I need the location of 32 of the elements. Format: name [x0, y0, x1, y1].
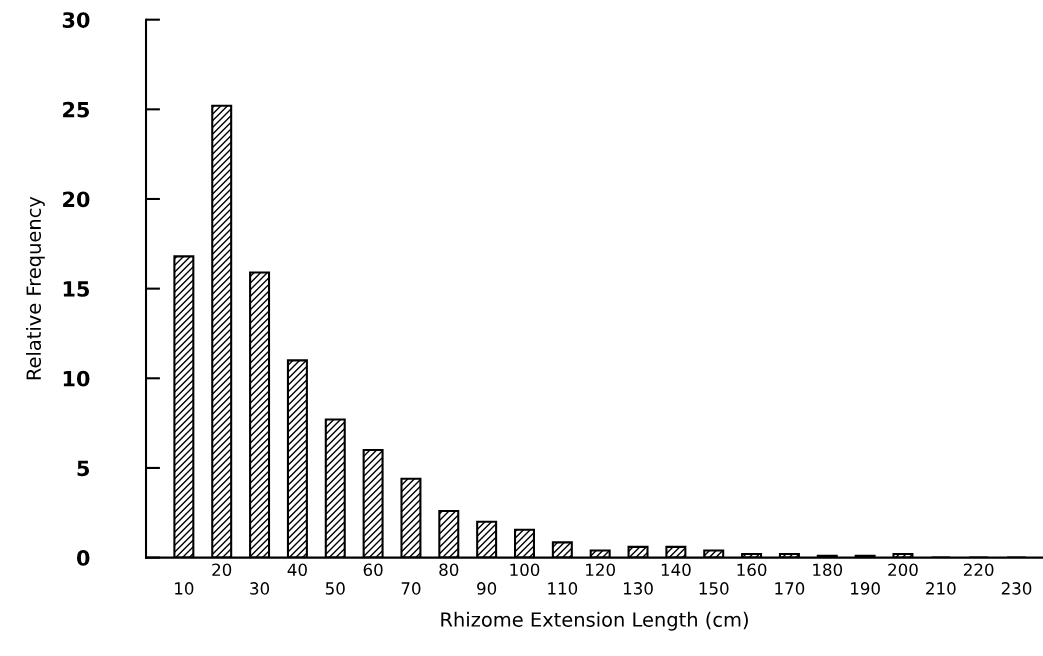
x-tick-label: 230	[1001, 582, 1032, 595]
x-tick-label: 20	[212, 563, 232, 577]
y-tick-label: 15	[63, 281, 90, 297]
x-tick-label: 180	[813, 563, 843, 577]
x-tick-label: 210	[926, 582, 956, 595]
x-axis-title: Rhizome Extension Length (cm)	[441, 611, 748, 631]
x-tick-label: 90	[477, 582, 497, 595]
x-tick-label: 190	[851, 582, 880, 595]
x-tick-label: 140	[661, 563, 691, 577]
x-tick-label: 30	[250, 582, 270, 595]
x-tick-label: 130	[623, 582, 653, 595]
y-axis-title: Relative Frequency	[25, 196, 45, 380]
y-tick-label: 25	[63, 101, 90, 118]
x-tick-label: 220	[963, 563, 994, 577]
x-tick-label: 40	[287, 563, 307, 577]
x-tick-label: 200	[888, 563, 918, 577]
y-tick-label: 10	[63, 370, 90, 387]
x-tick-label: 110	[548, 582, 578, 595]
x-tick-label: 150	[699, 582, 729, 595]
x-tick-label: 170	[775, 582, 805, 595]
y-tick-label: 30	[62, 12, 90, 28]
y-tick-label: 20	[63, 191, 90, 208]
x-tick-label: 100	[510, 563, 540, 577]
x-tick-label: 10	[175, 582, 194, 595]
y-tick-label: 5	[77, 460, 90, 477]
x-tick-label: 160	[737, 563, 767, 577]
x-tick-label: 70	[401, 582, 421, 595]
x-tick-label: 50	[325, 582, 345, 595]
x-tick-label: 60	[363, 563, 383, 577]
y-tick-label: 0	[76, 550, 90, 566]
x-tick-label: 80	[439, 563, 459, 577]
x-tick-label: 120	[586, 563, 615, 577]
